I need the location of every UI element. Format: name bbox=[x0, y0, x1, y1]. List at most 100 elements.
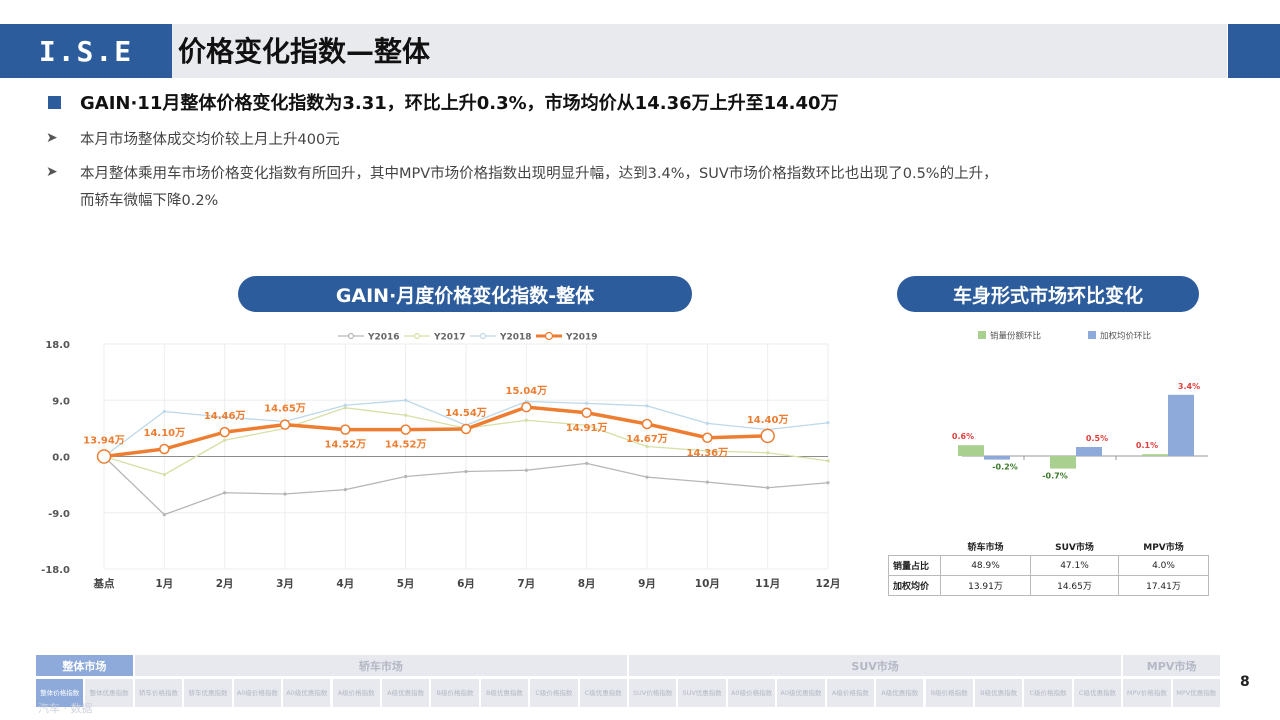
series-point bbox=[162, 513, 166, 517]
bar-chart-bars bbox=[958, 394, 1194, 469]
series-point-y2019 bbox=[460, 423, 472, 435]
series-point bbox=[223, 415, 227, 419]
bar bbox=[1142, 454, 1168, 456]
footer-group-row: 整体市场 轿车市场 SUV市场 MPV市场 bbox=[36, 655, 1222, 676]
series-point bbox=[705, 421, 709, 425]
series-point bbox=[283, 492, 287, 496]
bar bbox=[984, 456, 1010, 460]
footer-subtab[interactable]: B级优惠指数 bbox=[480, 679, 529, 707]
series-point bbox=[585, 423, 589, 427]
footer-subtab[interactable]: 整体价格指数 bbox=[36, 679, 84, 707]
bar bbox=[1168, 394, 1194, 456]
legend-swatch bbox=[978, 331, 986, 339]
bar-data-label: -0.7% bbox=[1042, 472, 1068, 481]
footer-subtab[interactable]: A0级价格指数 bbox=[233, 679, 282, 707]
market-table: 轿车市场 SUV市场 MPV市场 销量占比 48.9% 47.1% 4.0% 加… bbox=[888, 538, 1209, 596]
series-point bbox=[223, 438, 227, 442]
footer-subtab[interactable]: 整体优惠指数 bbox=[85, 679, 133, 707]
x-tick-label: 3月 bbox=[276, 578, 294, 590]
x-tick-label: 9月 bbox=[638, 578, 656, 590]
series-point bbox=[223, 491, 227, 495]
footer-subtab[interactable]: C级价格指数 bbox=[1024, 679, 1072, 707]
logo: I.S.E bbox=[38, 34, 134, 68]
bar-chart: 销量份额环比 加权均价环比 0.6% -0.2% -0.7% 0.5% 0.1% 3.4% bbox=[952, 331, 1208, 481]
footer-subtab[interactable]: A级价格指数 bbox=[826, 679, 875, 707]
data-label: 14.52万 bbox=[325, 439, 367, 451]
footer-group-tab[interactable]: SUV市场 bbox=[629, 655, 1122, 676]
table-cell: 17.41万 bbox=[1118, 575, 1209, 596]
footer-subtab[interactable]: C级优惠指数 bbox=[1073, 679, 1122, 707]
data-label: 14.46万 bbox=[204, 410, 246, 422]
data-label: 14.91万 bbox=[566, 422, 608, 434]
data-label: 14.40万 bbox=[747, 414, 789, 426]
bar-data-label: 0.6% bbox=[952, 432, 974, 441]
x-tick-label: 11月 bbox=[755, 578, 780, 590]
footer-subtab[interactable]: SUV优惠指数 bbox=[678, 679, 726, 707]
legend-label: 加权均价环比 bbox=[1100, 331, 1151, 342]
series-point-y2019 bbox=[581, 407, 592, 418]
table-row-label: 销量占比 bbox=[888, 555, 941, 576]
x-tick-label: 5月 bbox=[397, 578, 415, 590]
x-tick-label: 12月 bbox=[815, 578, 840, 590]
footer-subtab[interactable]: A级优惠指数 bbox=[381, 679, 430, 707]
footer-subtab[interactable]: C级价格指数 bbox=[530, 679, 578, 707]
arrow-bullet-icon: ➤ bbox=[46, 164, 58, 180]
series-point bbox=[162, 473, 166, 477]
market-table-container: 轿车市场 SUV市场 MPV市场 销量占比 48.9% 47.1% 4.0% 加… bbox=[888, 538, 1209, 596]
footer-subtab[interactable]: A级优惠指数 bbox=[876, 679, 924, 707]
line-chart-y-axis: 18.0 9.0 0.0 -9.0 -18.0 bbox=[41, 340, 70, 576]
footer-group-tab[interactable]: MPV市场 bbox=[1123, 655, 1220, 676]
footer-subtab[interactable]: A0级优惠指数 bbox=[283, 679, 331, 707]
title-band bbox=[172, 24, 1227, 78]
series-point-y2019 bbox=[96, 449, 112, 464]
line-chart-data-labels: 13.94万 14.10万 14.46万 14.65万 14.52万 14.52万 14.5… bbox=[83, 385, 788, 459]
footer-subtab[interactable]: 轿车优惠指数 bbox=[184, 679, 232, 707]
series-point bbox=[343, 403, 347, 407]
data-label: 14.10万 bbox=[144, 427, 186, 439]
series-point bbox=[766, 451, 770, 455]
data-label: 13.94万 bbox=[83, 435, 125, 447]
footer-group-tab[interactable]: 轿车市场 bbox=[134, 655, 627, 676]
footer-subtab[interactable]: C级优惠指数 bbox=[579, 679, 627, 707]
x-tick-label: 2月 bbox=[216, 578, 234, 590]
footer-subtab[interactable]: A0级价格指数 bbox=[727, 679, 776, 707]
line-chart-series bbox=[96, 398, 830, 517]
page-number: 8 bbox=[1240, 674, 1250, 690]
footer-subtab[interactable]: 轿车价格指数 bbox=[134, 679, 183, 707]
series-point-y2019 bbox=[760, 428, 775, 444]
table-header: SUV市场 bbox=[1055, 543, 1094, 553]
footer-subtab[interactable]: MPV价格指数 bbox=[1123, 679, 1171, 707]
footer-subtab[interactable]: MPV优惠指数 bbox=[1172, 679, 1220, 707]
footer-subtab[interactable]: B级价格指数 bbox=[431, 679, 479, 707]
footer-subtab[interactable]: A0级优惠指数 bbox=[777, 679, 825, 707]
table-cell: 13.91万 bbox=[940, 575, 1031, 596]
series-point bbox=[645, 444, 649, 449]
watermark: 汽车 · 数据 bbox=[38, 702, 93, 715]
x-tick-label: 7月 bbox=[517, 578, 535, 590]
footer-subtab[interactable]: B级价格指数 bbox=[925, 679, 973, 707]
y-tick-label: -9.0 bbox=[48, 509, 70, 520]
series-point bbox=[705, 449, 709, 453]
data-label: 14.67万 bbox=[626, 433, 668, 445]
data-label: 14.65万 bbox=[264, 403, 306, 415]
bar-chart-legend: 销量份额环比 加权均价环比 bbox=[978, 331, 1151, 342]
table-cell: 4.0% bbox=[1118, 555, 1209, 576]
y-tick-label: 9.0 bbox=[52, 396, 70, 407]
footer-group-tab[interactable]: 整体市场 bbox=[36, 655, 133, 676]
legend-marker bbox=[544, 331, 554, 341]
footer-subtab[interactable]: SUV价格指数 bbox=[629, 679, 677, 707]
data-label: 14.52万 bbox=[385, 439, 427, 451]
footer-subtab[interactable]: A级价格指数 bbox=[332, 679, 380, 707]
series-point bbox=[585, 461, 589, 465]
line-chart-x-axis: 基点 1月 2月 3月 4月 5月 6月 7月 8月 9月 10月 11月 12月 bbox=[93, 577, 841, 590]
series-point bbox=[343, 488, 347, 492]
series-point-y2019 bbox=[219, 426, 230, 438]
series-point bbox=[766, 486, 770, 490]
footer-subtab[interactable]: B级优惠指数 bbox=[974, 679, 1023, 707]
table-row: 加权均价 13.91万 14.65万 17.41万 bbox=[888, 575, 1209, 596]
series-point bbox=[826, 481, 830, 485]
bullet-1: 本月市场整体成交均价较上月上升400元 bbox=[80, 132, 340, 148]
series-point bbox=[585, 401, 589, 405]
legend-marker bbox=[479, 332, 487, 340]
table-row-label: 加权均价 bbox=[888, 575, 941, 596]
